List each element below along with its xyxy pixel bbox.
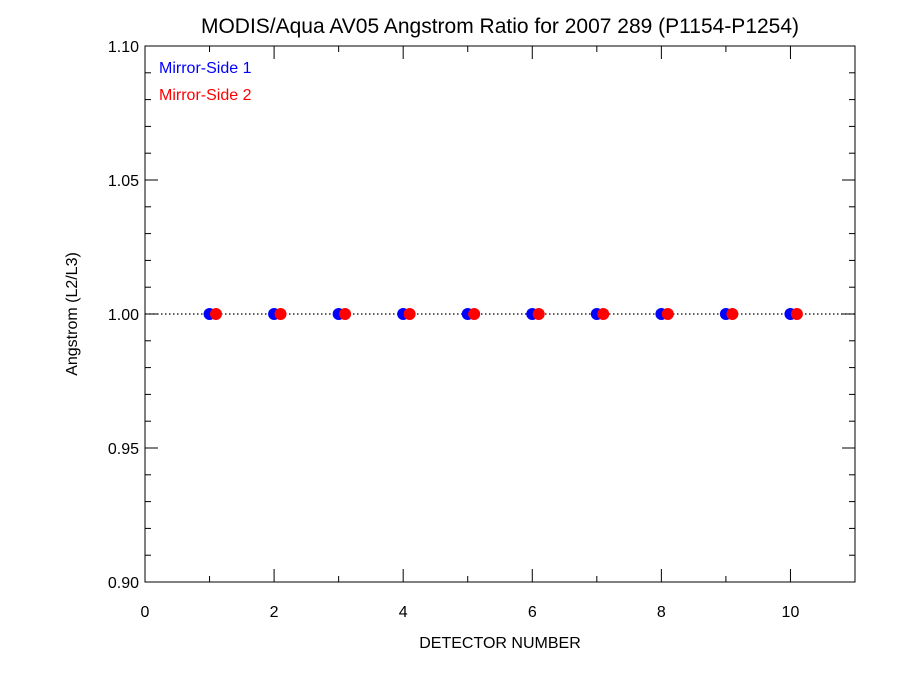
y-tick-label: 1.05 bbox=[108, 173, 139, 190]
y-tick-label: 1.00 bbox=[108, 307, 139, 324]
y-tick-label: 0.95 bbox=[108, 441, 139, 458]
legend-entry: Mirror-Side 2 bbox=[159, 87, 252, 104]
legend-entry: Mirror-Side 1 bbox=[159, 60, 252, 77]
axis-ticks: 0 2 4 6 8 10 0.90 0.95 1.00 1.05 1.10 bbox=[108, 39, 855, 621]
point-mirror-side-2 bbox=[532, 308, 545, 320]
point-mirror-side-2 bbox=[597, 308, 610, 320]
plot-frame bbox=[144, 45, 856, 583]
x-tick-label: 2 bbox=[270, 604, 279, 621]
chart-title: MODIS/Aqua AV05 Angstrom Ratio for 2007 … bbox=[201, 15, 799, 38]
x-tick-label: 8 bbox=[657, 604, 666, 621]
x-tick-label: 10 bbox=[782, 604, 800, 621]
point-mirror-side-2 bbox=[210, 308, 222, 320]
data-points bbox=[203, 308, 803, 320]
legend: Mirror-Side 1 Mirror-Side 2 bbox=[159, 60, 252, 104]
point-mirror-side-2 bbox=[726, 308, 739, 320]
point-mirror-side-2 bbox=[403, 308, 416, 320]
point-mirror-side-2 bbox=[661, 308, 674, 320]
point-mirror-side-2 bbox=[274, 308, 287, 320]
x-tick-label: 4 bbox=[399, 604, 408, 621]
point-mirror-side-2 bbox=[790, 308, 803, 320]
y-tick-label: 1.10 bbox=[108, 39, 139, 56]
x-tick-label: 6 bbox=[528, 604, 537, 621]
point-mirror-side-2 bbox=[468, 308, 481, 320]
x-tick-label: 0 bbox=[141, 604, 150, 621]
point-mirror-side-2 bbox=[339, 308, 352, 320]
y-axis-title: Angstrom (L2/L3) bbox=[64, 252, 81, 376]
y-tick-label: 0.90 bbox=[108, 575, 139, 592]
x-axis-title: DETECTOR NUMBER bbox=[419, 635, 581, 652]
